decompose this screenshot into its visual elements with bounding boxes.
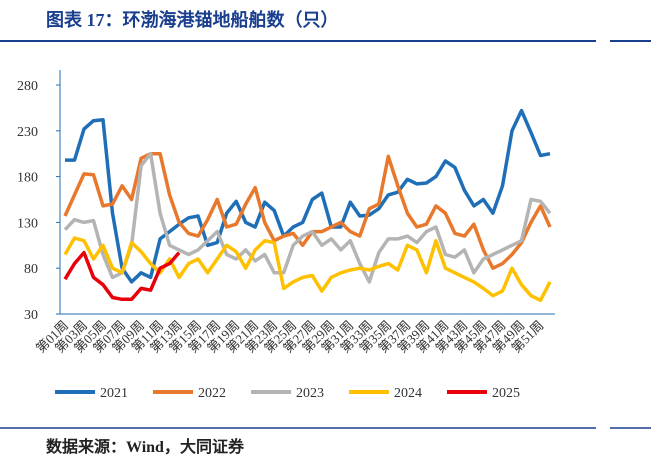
y-tick-label: 230 — [17, 125, 38, 140]
series-line — [65, 108, 551, 284]
series-line — [63, 151, 552, 284]
series-line — [63, 151, 552, 270]
legend-label: 2025 — [492, 386, 520, 401]
series-line — [63, 250, 181, 302]
series-line — [63, 236, 552, 303]
y-tick-label: 130 — [17, 216, 38, 231]
source: 数据来源：Wind，大同证券 — [46, 437, 245, 456]
y-tick-label: 280 — [17, 79, 38, 94]
chart-title: 图表 17：环渤海港锚地船舶数（只） — [46, 9, 339, 30]
y-tick-label: 180 — [17, 171, 38, 186]
legend-label: 2024 — [394, 386, 422, 401]
y-tick-label: 80 — [24, 262, 38, 277]
legend-label: 2023 — [296, 386, 324, 401]
legend-label: 2022 — [198, 386, 226, 401]
y-tick-label: 30 — [24, 308, 38, 323]
legend-label: 2021 — [100, 386, 128, 401]
